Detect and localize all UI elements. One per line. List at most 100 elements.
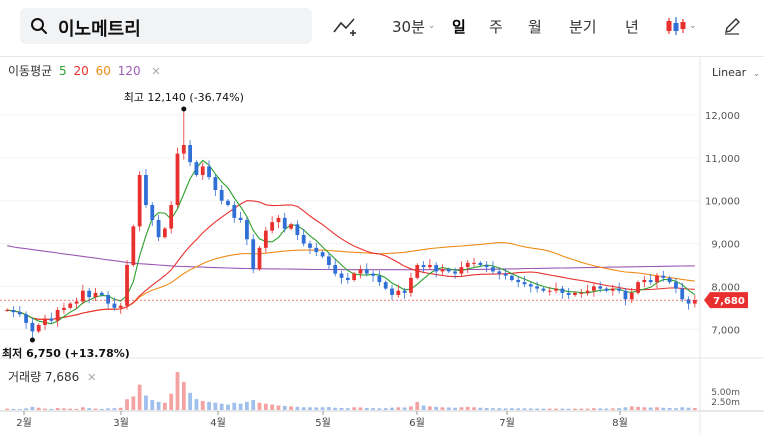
candle: [175, 153, 180, 205]
volume-bar: [692, 408, 697, 410]
candle: [636, 282, 640, 293]
candle: [345, 277, 350, 280]
volume-bar: [459, 407, 464, 410]
close-icon[interactable]: ✕: [151, 65, 161, 78]
candle: [478, 262, 483, 265]
period-tab-month[interactable]: 월: [528, 17, 542, 36]
chevron-down-icon: ⌄: [427, 21, 436, 31]
legend-ma20: 20: [73, 64, 89, 78]
volume-tick-label: 2.50m: [711, 398, 740, 408]
volume-bar: [118, 407, 123, 410]
volume-bar: [5, 408, 10, 410]
volume-bar: [137, 384, 142, 410]
period-tab-year[interactable]: 년: [625, 17, 639, 36]
x-tick-label: 3월: [113, 417, 129, 429]
volume-bar: [106, 408, 110, 410]
candle: [592, 286, 596, 291]
top-toolbar: 이노메트리 30분 ⌄ 일 주 월 분기 년 ⌄: [0, 0, 764, 57]
volume-bar: [390, 407, 394, 410]
candle: [604, 288, 609, 291]
candle: [554, 288, 558, 291]
candle: [465, 262, 470, 268]
volume-bar: [421, 405, 426, 410]
candle: [484, 265, 489, 268]
volume-bar: [503, 408, 508, 410]
chart-type-select[interactable]: ⌄: [664, 12, 697, 40]
legend-ma5: 5: [59, 64, 67, 78]
volume-bar: [610, 408, 615, 410]
candle: [162, 228, 167, 238]
volume-bar: [617, 408, 622, 410]
volume-bar: [245, 401, 249, 410]
candle: [295, 224, 300, 235]
period-tab-day[interactable]: 일: [452, 17, 466, 36]
volume-bar: [295, 406, 300, 410]
legend-ma60: 60: [95, 64, 111, 78]
volume-bar: [125, 399, 129, 410]
low-marker: [29, 337, 35, 343]
volume-bar: [396, 407, 401, 410]
volume-bar: [289, 406, 293, 410]
candle: [629, 292, 634, 300]
volume-bar: [207, 401, 211, 410]
current-price-label: 7,680: [713, 296, 745, 307]
candle: [17, 312, 22, 315]
candle: [308, 243, 312, 248]
period-tab-quarter[interactable]: 분기: [569, 17, 597, 36]
volume-bar: [554, 408, 558, 410]
candle: [528, 284, 533, 287]
pencil-icon: [725, 18, 740, 35]
volume-bar: [535, 408, 540, 410]
ma20-line: [7, 200, 695, 320]
candle: [106, 295, 110, 304]
volume-bar: [585, 408, 590, 410]
volume-bar: [592, 408, 596, 410]
search-box[interactable]: 이노메트리: [20, 8, 312, 44]
volume-bar: [219, 403, 224, 410]
volume-bar: [162, 402, 167, 410]
interval-select[interactable]: 30분 ⌄: [392, 12, 435, 40]
volume-bar: [345, 408, 350, 410]
low-label: 최저 6,750 (+13.78%): [2, 346, 130, 360]
volume-bar: [642, 407, 647, 410]
y-tick-label: 12,000: [705, 111, 740, 122]
close-icon[interactable]: ✕: [87, 371, 97, 384]
period-tab-week[interactable]: 주: [489, 17, 503, 36]
candle: [87, 290, 92, 298]
volume-bar: [427, 406, 432, 410]
legend-label: 이동평균: [8, 64, 53, 78]
candle: [686, 299, 691, 304]
interval-label: 30분: [392, 17, 425, 36]
scale-label: Linear: [712, 66, 747, 79]
candle: [434, 265, 439, 272]
volume-bar: [566, 408, 571, 410]
candle: [427, 265, 432, 268]
volume-bar: [99, 408, 104, 410]
candle: [219, 190, 224, 201]
high-label: 최고 12,140 (-36.74%): [124, 91, 244, 104]
candle: [263, 230, 268, 248]
y-tick-label: 9,000: [711, 240, 740, 251]
candle: [655, 275, 659, 283]
candle: [118, 305, 123, 308]
candle: [289, 224, 293, 229]
volume-bar: [472, 407, 476, 410]
candle: [566, 292, 571, 295]
search-query: 이노메트리: [58, 19, 141, 40]
volume-bar: [402, 407, 407, 410]
candle: [680, 288, 685, 300]
scale-select[interactable]: Linear ⌄: [712, 66, 760, 79]
candle: [99, 292, 104, 295]
candle: [93, 292, 98, 298]
drawing-tool-button[interactable]: [332, 12, 358, 40]
chevron-down-icon: ⌄: [689, 21, 697, 31]
volume-tick-label: 5.00m: [711, 388, 740, 398]
volume-bar: [175, 372, 180, 410]
edit-button[interactable]: [722, 12, 742, 40]
candle: [200, 166, 205, 175]
candle: [409, 277, 413, 293]
candle: [516, 280, 521, 283]
volume-bar: [674, 408, 678, 410]
candle: [226, 200, 230, 205]
